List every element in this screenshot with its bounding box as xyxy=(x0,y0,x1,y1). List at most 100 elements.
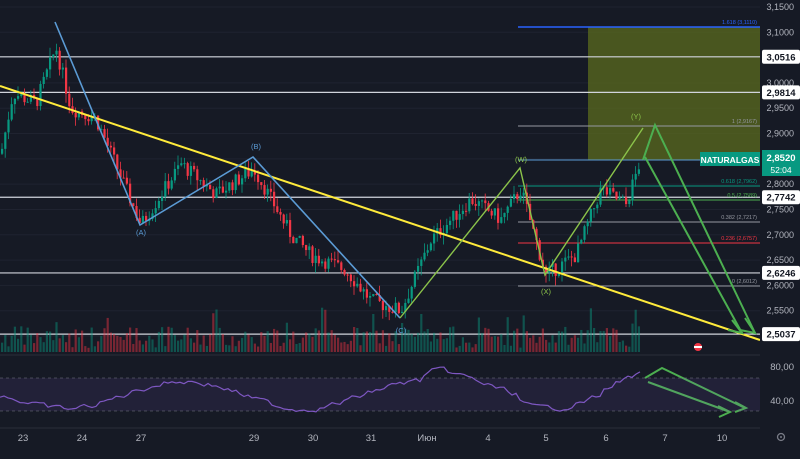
wxy-wave-line[interactable] xyxy=(399,127,644,319)
volume-bar xyxy=(433,332,436,352)
settings-gear-icon[interactable] xyxy=(776,432,786,442)
candle-body xyxy=(183,163,186,165)
candle-body xyxy=(340,262,343,270)
candle-body xyxy=(55,50,58,55)
candle-body xyxy=(36,98,39,107)
candle-body xyxy=(474,203,477,206)
volume-bar xyxy=(529,337,532,352)
candle-body xyxy=(314,255,317,263)
volume-bar xyxy=(618,342,621,352)
flag-icon[interactable] xyxy=(694,343,702,351)
candle-body xyxy=(129,183,132,204)
volume-bar xyxy=(109,332,112,352)
candle-body xyxy=(266,188,269,195)
candle-body xyxy=(621,197,624,199)
candle-body xyxy=(145,215,148,221)
volume-bar xyxy=(458,345,461,352)
candle-body xyxy=(273,191,276,207)
x-axis[interactable]: 23 24 27 29 30 31 Июн 4 5 6 7 10 xyxy=(18,433,728,444)
volume-bar xyxy=(410,333,413,352)
wave-label: (B) xyxy=(251,142,262,151)
rsi-pane[interactable] xyxy=(0,366,760,413)
candle-body xyxy=(157,200,160,209)
volume-bar xyxy=(167,326,170,352)
candle-body xyxy=(413,271,416,287)
volume-bar xyxy=(199,344,202,352)
candle-body xyxy=(87,119,90,122)
volume-bar xyxy=(103,328,106,352)
candle-body xyxy=(378,295,381,301)
volume-bar xyxy=(314,328,317,352)
candle-body xyxy=(637,169,640,174)
volume-bar xyxy=(260,332,263,352)
volume-bar xyxy=(593,327,596,352)
volume-bar xyxy=(586,330,589,352)
candle-body xyxy=(599,187,602,205)
volume-bar xyxy=(567,344,570,352)
candle-body xyxy=(135,206,138,218)
candle-body xyxy=(564,257,567,262)
projection-arrows[interactable] xyxy=(642,122,758,418)
abc-wave-line[interactable] xyxy=(54,21,401,319)
volume-bar xyxy=(420,313,423,352)
candle-body xyxy=(26,101,29,103)
volume-bar xyxy=(397,344,400,352)
volume-bar xyxy=(234,346,237,352)
volume-bar xyxy=(327,332,330,352)
candle-body xyxy=(397,302,400,314)
volume-bar xyxy=(385,345,388,352)
candle-body xyxy=(301,235,304,246)
fib-label: 1 (2,9167) xyxy=(732,119,757,125)
x-tick-label: 10 xyxy=(717,433,728,444)
x-tick-label: 30 xyxy=(308,433,319,444)
volume-bar xyxy=(305,332,308,352)
fibonacci-levels: 1.618 (3,1110) 1 (2,9167) 0.618 (2,7962) 0.… xyxy=(518,20,760,287)
candle-body xyxy=(193,165,196,170)
volume-bar xyxy=(295,343,298,352)
candle-body xyxy=(17,96,20,99)
candle-body xyxy=(45,69,48,77)
candle-body xyxy=(298,235,301,238)
fib-label: 0.236 (2,6757) xyxy=(721,236,757,242)
volume-bar xyxy=(279,345,282,352)
yellow-trendline[interactable] xyxy=(0,85,761,341)
volume-bar xyxy=(189,338,192,352)
candle-body xyxy=(551,263,554,267)
volume-bar xyxy=(532,335,535,352)
y-tick-label: 2,9500 xyxy=(766,103,794,113)
volume-bar xyxy=(516,328,519,352)
volume-bar xyxy=(426,329,429,352)
candle-body xyxy=(125,177,128,184)
volume-bar xyxy=(193,342,196,352)
candle-body xyxy=(573,257,576,263)
candle-body xyxy=(20,94,23,97)
y-tick-label: 2,7000 xyxy=(766,230,794,240)
volume-bar xyxy=(407,329,410,352)
volume-bars xyxy=(1,307,640,352)
volume-bar xyxy=(282,342,285,352)
volume-bar xyxy=(173,335,176,352)
candle-body xyxy=(567,256,570,258)
candle-body xyxy=(282,214,285,224)
candle-body xyxy=(433,233,436,244)
volume-bar xyxy=(615,329,618,352)
candle-body xyxy=(132,203,135,207)
candle-body xyxy=(605,187,608,195)
candle-body xyxy=(317,255,320,264)
candle-body xyxy=(561,261,564,273)
candle-body xyxy=(522,192,525,196)
candle-body xyxy=(359,283,362,292)
volume-bar xyxy=(106,317,109,352)
candle-body xyxy=(61,67,64,70)
volume-bar xyxy=(452,326,455,352)
volume-bar xyxy=(330,330,333,352)
candle-body xyxy=(545,266,548,273)
candle-body xyxy=(385,306,388,311)
volume-bar xyxy=(228,345,231,352)
candle-body xyxy=(39,84,42,107)
candle-body xyxy=(455,210,458,220)
candle-body xyxy=(186,163,189,176)
volume-bar xyxy=(372,313,375,352)
